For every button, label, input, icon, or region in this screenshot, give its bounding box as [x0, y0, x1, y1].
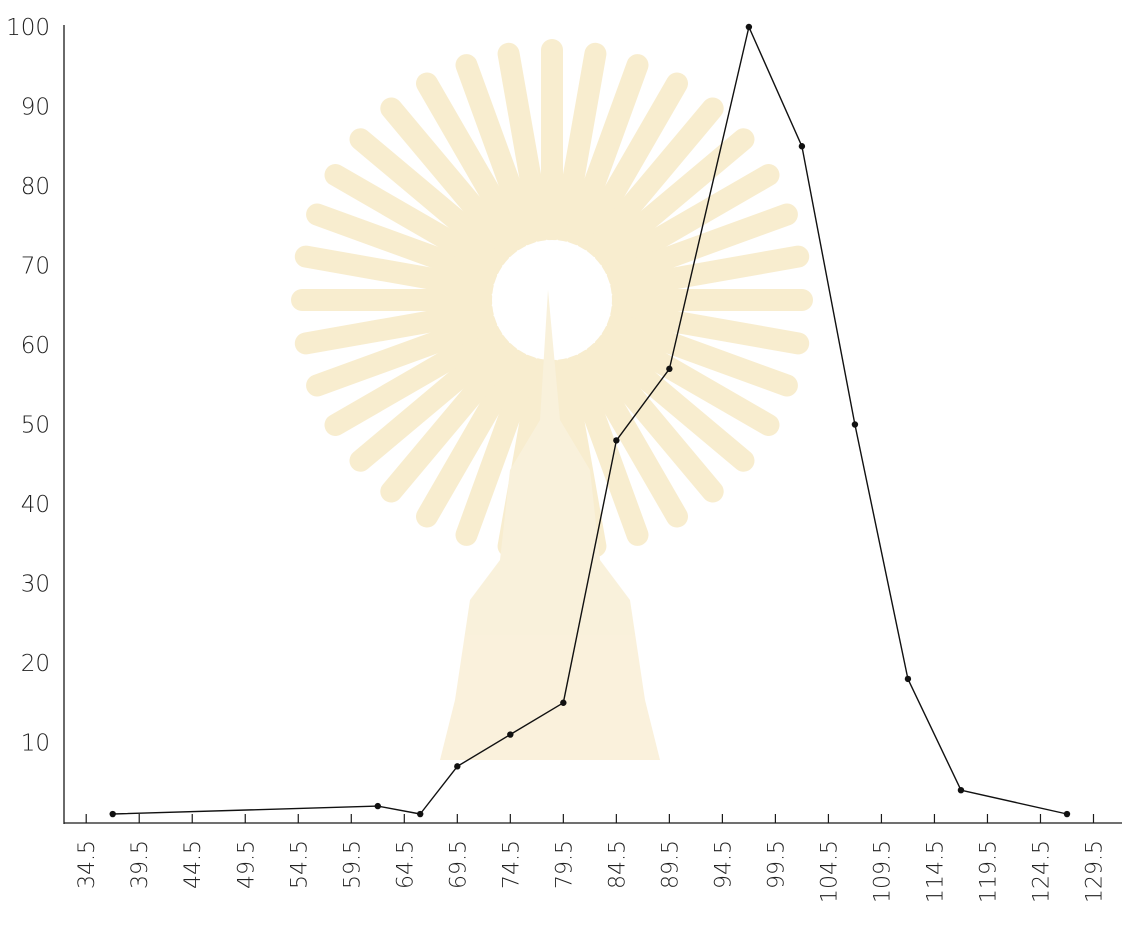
x-tick-label: 124.5 [1029, 840, 1054, 903]
watermark-ray [606, 312, 798, 397]
series-layer [109, 23, 1071, 818]
watermark-ray [324, 164, 503, 276]
x-tick-label: 39.5 [128, 840, 153, 889]
watermark-ray [306, 312, 498, 397]
data-point [374, 802, 381, 810]
watermark-ray [576, 349, 688, 528]
watermark-ray [349, 128, 510, 267]
watermark-stupa [440, 290, 660, 760]
watermark-ray [455, 354, 540, 546]
watermark-ray [324, 324, 503, 436]
x-tick-label: 94.5 [711, 840, 736, 889]
watermark-ray [564, 354, 649, 546]
y-tick-label: 100 [6, 15, 50, 41]
x-tick-label: 119.5 [976, 840, 1001, 903]
x-tick-label: 34.5 [75, 840, 100, 889]
data-point [613, 437, 620, 444]
watermark-ray [585, 342, 724, 503]
data-point [904, 675, 912, 683]
x-tick-label: 74.5 [499, 840, 524, 889]
watermark-ray [380, 342, 519, 503]
y-tick-label: 60 [21, 333, 50, 359]
y-tick-label: 90 [21, 95, 50, 121]
watermark-emblem [291, 39, 813, 760]
y-tick-label: 30 [21, 572, 50, 598]
y-axis-ticks: 10 20 30 40 50 60 70 80 90 100 [6, 15, 50, 757]
watermark-ray [294, 245, 495, 299]
y-tick-label: 80 [21, 174, 50, 200]
watermark-ray [606, 203, 798, 288]
watermark-ray [416, 72, 528, 251]
watermark-ray [380, 97, 519, 258]
watermark-ray [553, 42, 607, 243]
x-tick-label: 59.5 [340, 840, 365, 889]
y-tick-label: 40 [21, 492, 50, 518]
x-tick-label: 79.5 [552, 840, 577, 889]
watermark-ray [585, 97, 724, 258]
data-point [745, 23, 753, 31]
y-tick-label: 70 [21, 254, 50, 280]
watermark-ray [497, 42, 551, 243]
data-point [507, 731, 514, 738]
watermark-ray [609, 301, 810, 355]
x-tick-label: 109.5 [870, 840, 895, 903]
x-tick-label: 49.5 [234, 840, 259, 889]
data-point [417, 810, 424, 818]
x-tick-label: 64.5 [393, 840, 418, 889]
x-tick-label: 54.5 [287, 840, 312, 889]
x-tick-label: 44.5 [181, 840, 206, 889]
watermark-ray [594, 333, 755, 472]
x-tick-label: 89.5 [658, 840, 683, 889]
series-line [112, 26, 1068, 815]
data-point [560, 699, 567, 706]
data-point [109, 810, 116, 818]
watermark-ray [609, 245, 810, 299]
x-tick-label: 114.5 [923, 840, 948, 903]
watermark-ray [564, 54, 649, 246]
watermark-ray [601, 324, 780, 436]
watermark-ray [594, 128, 755, 267]
watermark-ray [576, 72, 688, 251]
x-tick-label: 104.5 [817, 840, 842, 903]
watermark-ray [416, 349, 528, 528]
watermark-ray [455, 54, 540, 246]
data-point [957, 787, 965, 794]
watermark-ray [601, 164, 780, 276]
data-point [851, 421, 859, 428]
y-tick-label: 20 [21, 651, 50, 677]
y-tick-label: 10 [21, 731, 50, 757]
watermark-ray [349, 333, 510, 472]
x-axis-ticks: 34.5 39.5 44.5 49.5 54.5 59.5 64.5 69.5 74.5 79.5… [75, 814, 1107, 903]
data-point [666, 365, 673, 373]
data-point [1063, 810, 1071, 818]
x-tick-label: 84.5 [605, 840, 630, 889]
watermark-ray [306, 203, 498, 288]
chart-axes [63, 25, 1122, 824]
x-tick-label: 129.5 [1082, 840, 1107, 903]
x-tick-label: 99.5 [764, 840, 789, 889]
data-point [454, 763, 461, 770]
watermark-center [492, 240, 612, 360]
data-point [798, 143, 806, 150]
y-tick-label: 50 [21, 413, 50, 439]
x-tick-label: 69.5 [446, 840, 471, 889]
watermark-ray [294, 301, 495, 355]
